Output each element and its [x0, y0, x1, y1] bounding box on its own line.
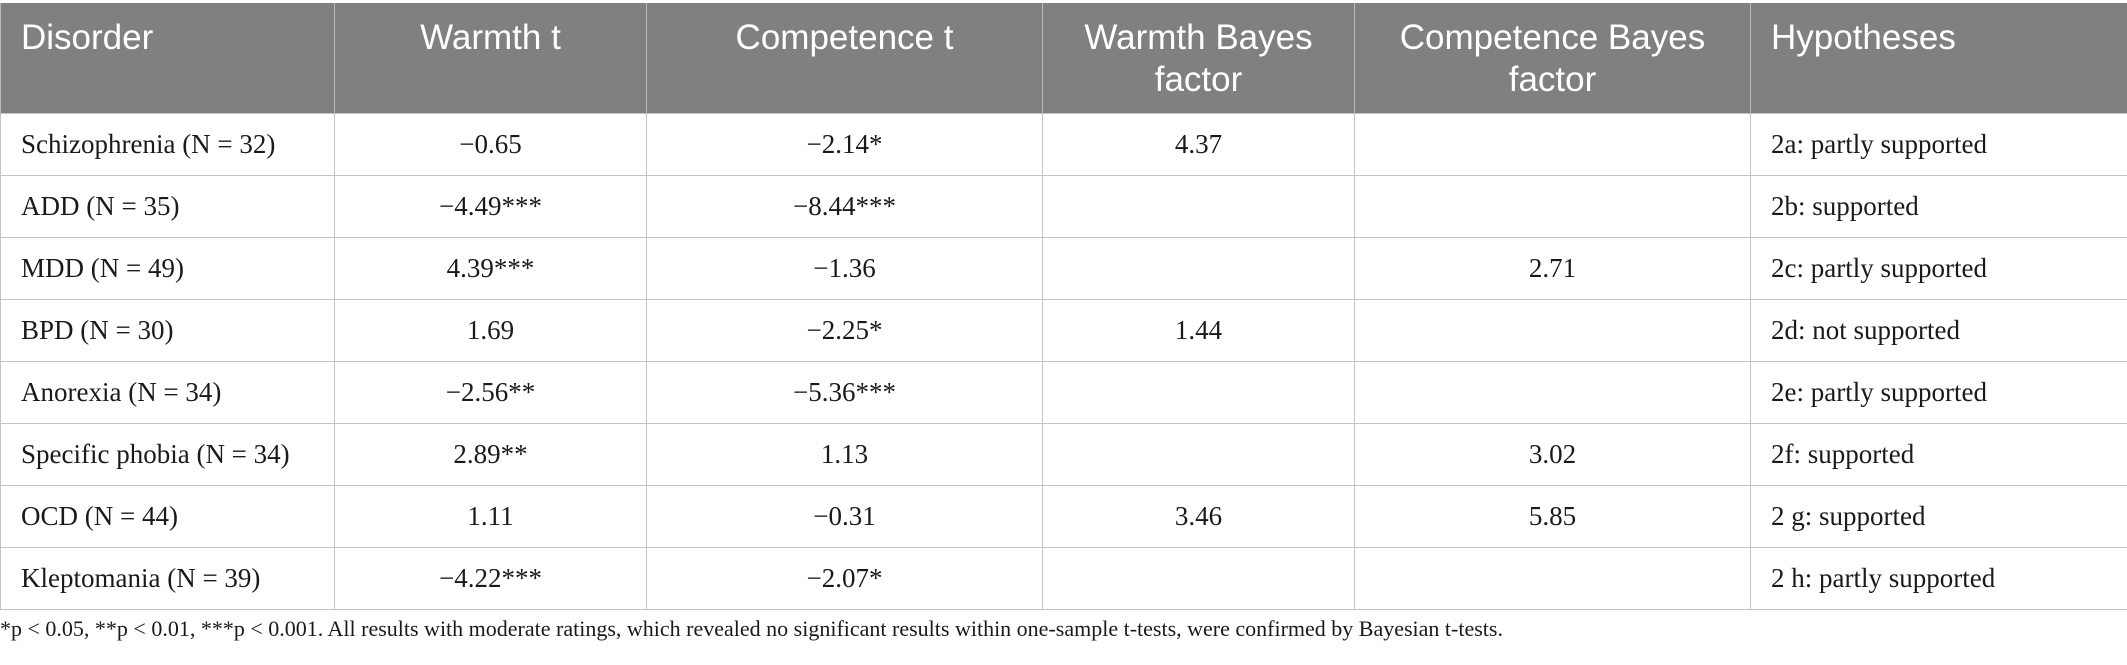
cell-competence-bf: 2.71 [1354, 236, 1751, 300]
table-row: MDD (N = 49) 4.39*** −1.36 2.71 2c: part… [0, 236, 2127, 300]
cell-warmth-t: −0.65 [334, 112, 647, 176]
cell-competence-t: 1.13 [646, 422, 1043, 486]
header-hypotheses: Hypotheses [1750, 3, 2127, 113]
cell-competence-t: −0.31 [646, 484, 1043, 548]
cell-competence-bf [1354, 174, 1751, 238]
cell-warmth-t: 4.39*** [334, 236, 647, 300]
cell-warmth-t: 1.69 [334, 298, 647, 362]
cell-disorder: Specific phobia (N = 34) [0, 422, 335, 486]
cell-competence-bf [1354, 546, 1751, 610]
table-row: OCD (N = 44) 1.11 −0.31 3.46 5.85 2 g: s… [0, 484, 2127, 548]
cell-disorder: Kleptomania (N = 39) [0, 546, 335, 610]
table-row: Schizophrenia (N = 32) −0.65 −2.14* 4.37… [0, 112, 2127, 176]
cell-competence-bf: 5.85 [1354, 484, 1751, 548]
cell-disorder: BPD (N = 30) [0, 298, 335, 362]
cell-warmth-t: −2.56** [334, 360, 647, 424]
cell-competence-t: −2.25* [646, 298, 1043, 362]
cell-warmth-bf: 4.37 [1042, 112, 1355, 176]
cell-disorder: OCD (N = 44) [0, 484, 335, 548]
cell-competence-bf [1354, 360, 1751, 424]
cell-disorder: ADD (N = 35) [0, 174, 335, 238]
table-row: ADD (N = 35) −4.49*** −8.44*** 2b: suppo… [0, 174, 2127, 238]
cell-warmth-bf [1042, 360, 1355, 424]
cell-competence-bf [1354, 112, 1751, 176]
cell-competence-t: −8.44*** [646, 174, 1043, 238]
cell-disorder: Schizophrenia (N = 32) [0, 112, 335, 176]
results-table: Disorder Warmth t Competence t Warmth Ba… [0, 3, 2127, 610]
cell-competence-t: −2.14* [646, 112, 1043, 176]
cell-warmth-t: −4.49*** [334, 174, 647, 238]
header-row: Disorder Warmth t Competence t Warmth Ba… [0, 3, 2127, 113]
cell-hypothesis: 2 h: partly supported [1750, 546, 2127, 610]
table-row: Specific phobia (N = 34) 2.89** 1.13 3.0… [0, 422, 2127, 486]
cell-hypothesis: 2 g: supported [1750, 484, 2127, 548]
table-row: Anorexia (N = 34) −2.56** −5.36*** 2e: p… [0, 360, 2127, 424]
table-row: Kleptomania (N = 39) −4.22*** −2.07* 2 h… [0, 546, 2127, 610]
cell-competence-bf [1354, 298, 1751, 362]
cell-disorder: Anorexia (N = 34) [0, 360, 335, 424]
cell-competence-t: −2.07* [646, 546, 1043, 610]
table-header: Disorder Warmth t Competence t Warmth Ba… [0, 3, 2127, 113]
cell-warmth-bf [1042, 546, 1355, 610]
cell-competence-t: −5.36*** [646, 360, 1043, 424]
cell-warmth-bf [1042, 422, 1355, 486]
cell-hypothesis: 2c: partly supported [1750, 236, 2127, 300]
table-row: BPD (N = 30) 1.69 −2.25* 1.44 2d: not su… [0, 298, 2127, 362]
cell-warmth-bf: 1.44 [1042, 298, 1355, 362]
table-footnote: *p < 0.05, **p < 0.01, ***p < 0.001. All… [0, 616, 1503, 641]
cell-warmth-t: 2.89** [334, 422, 647, 486]
header-competence-bayes-factor: Competence Bayes factor [1354, 3, 1751, 113]
cell-competence-bf: 3.02 [1354, 422, 1751, 486]
cell-warmth-bf: 3.46 [1042, 484, 1355, 548]
cell-competence-t: −1.36 [646, 236, 1043, 300]
cell-hypothesis: 2b: supported [1750, 174, 2127, 238]
cell-warmth-bf [1042, 236, 1355, 300]
cell-warmth-t: 1.11 [334, 484, 647, 548]
cell-hypothesis: 2d: not supported [1750, 298, 2127, 362]
header-warmth-t: Warmth t [334, 3, 647, 113]
cell-hypothesis: 2e: partly supported [1750, 360, 2127, 424]
cell-warmth-t: −4.22*** [334, 546, 647, 610]
cell-warmth-bf [1042, 174, 1355, 238]
header-competence-t: Competence t [646, 3, 1043, 113]
table-body: Schizophrenia (N = 32) −0.65 −2.14* 4.37… [0, 112, 2127, 610]
cell-disorder: MDD (N = 49) [0, 236, 335, 300]
header-warmth-bayes-factor: Warmth Bayes factor [1042, 3, 1355, 113]
header-disorder: Disorder [0, 3, 335, 113]
cell-hypothesis: 2a: partly supported [1750, 112, 2127, 176]
cell-hypothesis: 2f: supported [1750, 422, 2127, 486]
